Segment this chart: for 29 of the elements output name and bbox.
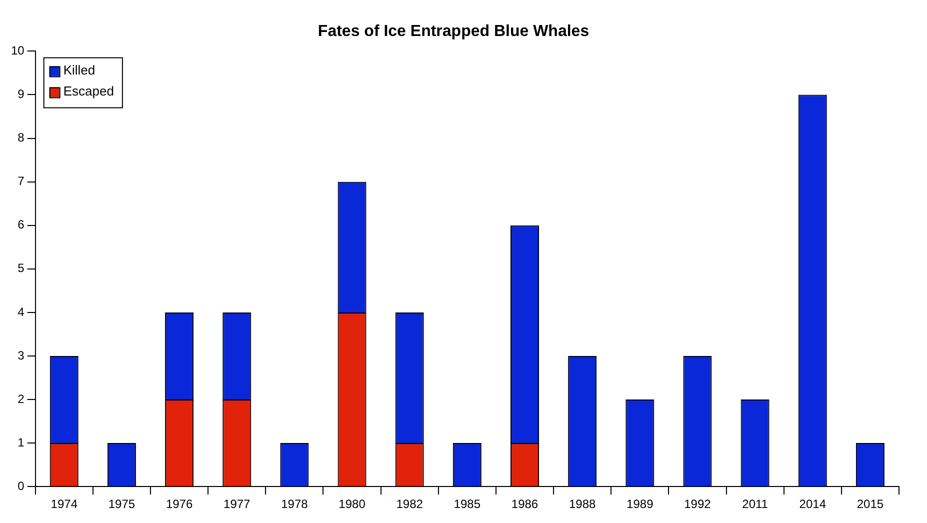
x-tick-label: 1982 <box>396 497 424 512</box>
x-tick-label: 2015 <box>856 497 884 512</box>
x-tick-label: 1978 <box>281 497 308 512</box>
y-tick-label: 4 <box>18 304 25 319</box>
y-tick-label: 6 <box>18 218 25 232</box>
x-tick-label: 1976 <box>166 497 193 512</box>
y-tick-label: 1 <box>18 435 25 450</box>
y-tick-label: 8 <box>18 130 25 145</box>
y-tick-label: 0 <box>18 478 25 493</box>
x-tick-label: 1992 <box>684 497 712 512</box>
y-tick-label: 7 <box>18 174 25 188</box>
y-tick-label: 10 <box>10 44 25 58</box>
x-tick-label: 1989 <box>626 497 654 512</box>
y-tick-label: 3 <box>18 348 25 362</box>
y-tick-label: 2 <box>18 392 25 406</box>
x-tick-label: 2014 <box>799 497 826 512</box>
x-tick-label: 2011 <box>742 497 768 512</box>
x-tick-label: 1986 <box>511 497 538 512</box>
legend-label: Escaped <box>63 83 114 98</box>
legend-label: Killed <box>63 62 96 78</box>
y-tick-label: 5 <box>18 261 25 276</box>
x-tick-label: 1975 <box>108 497 136 512</box>
x-tick-label: 1977 <box>224 497 251 512</box>
x-tick-label: 1980 <box>338 497 366 512</box>
x-tick-label: 1988 <box>568 497 596 512</box>
chart-title: Fates of Ice Entrapped Blue Whales <box>318 23 590 40</box>
y-tick-label: 9 <box>18 87 25 102</box>
x-tick-label: 1985 <box>454 497 481 512</box>
x-tick-label: 1974 <box>50 497 78 512</box>
